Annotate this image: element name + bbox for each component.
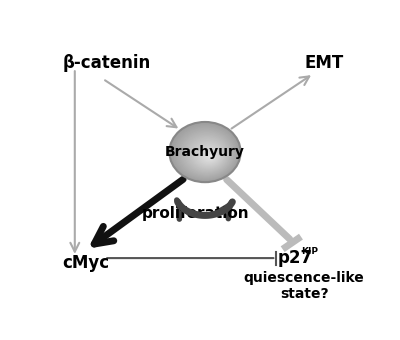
Circle shape [181, 132, 232, 175]
Circle shape [182, 133, 231, 174]
Circle shape [177, 128, 235, 177]
Text: KIP: KIP [301, 247, 318, 256]
Circle shape [205, 152, 215, 160]
Circle shape [174, 125, 238, 180]
Text: cMyc: cMyc [62, 254, 110, 272]
Circle shape [191, 140, 225, 169]
Circle shape [196, 144, 222, 166]
Text: proliferation: proliferation [142, 206, 250, 221]
Circle shape [176, 128, 236, 178]
Text: β-catenin: β-catenin [62, 54, 151, 72]
Circle shape [202, 150, 216, 162]
Circle shape [201, 149, 218, 163]
Circle shape [182, 132, 232, 174]
Circle shape [200, 148, 218, 164]
Circle shape [171, 123, 240, 181]
Text: quiescence-like
state?: quiescence-like state? [244, 271, 364, 301]
Circle shape [193, 142, 223, 167]
Circle shape [174, 126, 237, 179]
Circle shape [207, 154, 213, 159]
Circle shape [179, 130, 234, 176]
Circle shape [173, 125, 238, 180]
Circle shape [210, 156, 211, 157]
Circle shape [169, 122, 241, 182]
Circle shape [185, 135, 229, 172]
Circle shape [192, 141, 224, 168]
Circle shape [197, 146, 220, 165]
Circle shape [178, 129, 235, 177]
Circle shape [198, 146, 220, 165]
Circle shape [186, 136, 229, 172]
Circle shape [178, 130, 234, 176]
Circle shape [199, 147, 219, 164]
Circle shape [184, 135, 230, 173]
Circle shape [206, 153, 214, 159]
Circle shape [183, 134, 230, 173]
Circle shape [195, 143, 222, 166]
Text: Brachyury: Brachyury [165, 145, 245, 159]
Circle shape [189, 139, 226, 170]
Circle shape [206, 153, 214, 160]
Circle shape [172, 124, 239, 181]
Circle shape [202, 149, 217, 163]
Text: EMT: EMT [304, 54, 344, 72]
Circle shape [188, 138, 227, 170]
Circle shape [175, 127, 236, 178]
Circle shape [192, 141, 224, 168]
Circle shape [187, 137, 228, 171]
Text: p27: p27 [278, 249, 313, 267]
Circle shape [196, 145, 221, 166]
Circle shape [188, 137, 228, 171]
Circle shape [203, 151, 216, 162]
Circle shape [208, 155, 212, 158]
Circle shape [170, 123, 240, 182]
Circle shape [209, 155, 212, 158]
Circle shape [204, 151, 215, 161]
Circle shape [180, 131, 233, 175]
Circle shape [190, 139, 226, 169]
Circle shape [194, 143, 223, 167]
